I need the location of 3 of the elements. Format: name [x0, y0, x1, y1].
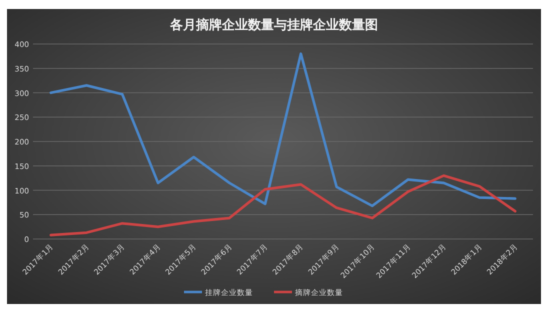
chart-title: 各月摘牌企业数量与挂牌企业数量图	[169, 17, 378, 33]
line-series	[50, 52, 516, 208]
line-series	[50, 174, 516, 236]
